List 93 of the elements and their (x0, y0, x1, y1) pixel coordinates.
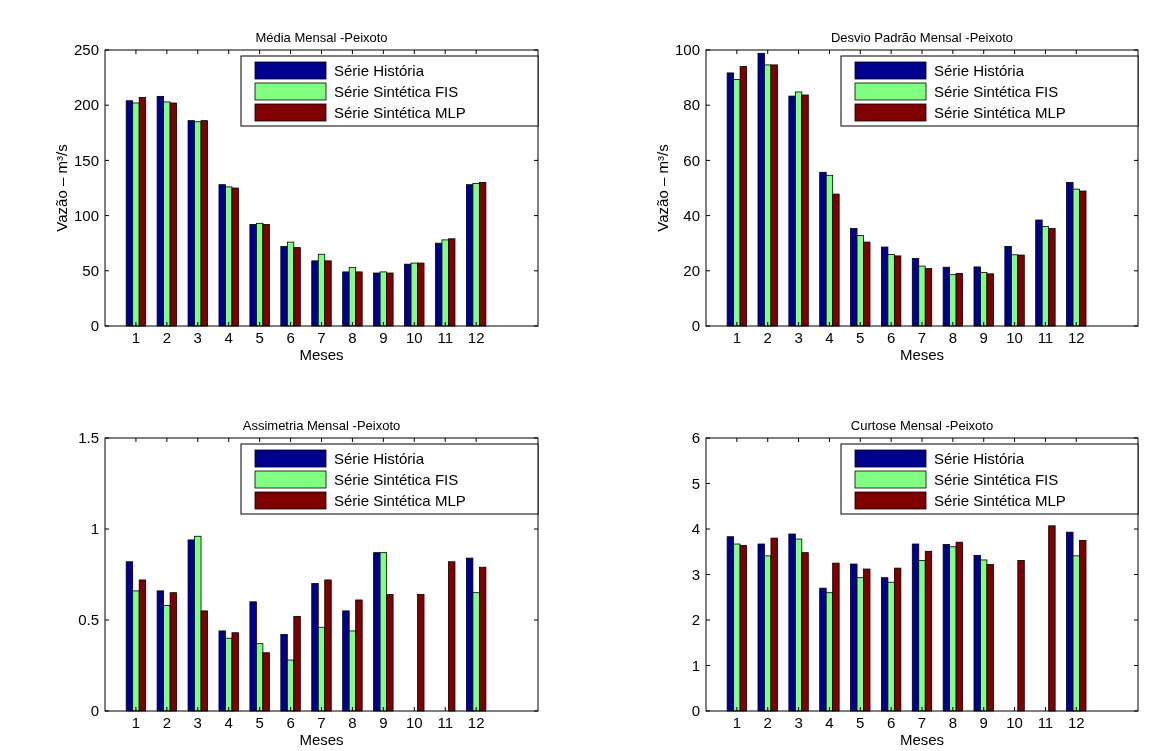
x-tick-label: 4 (224, 329, 233, 346)
x-tick-label: 11 (1037, 714, 1054, 731)
x-tick-label: 3 (193, 714, 202, 731)
x-tick-label: 4 (224, 714, 233, 731)
y-tick-label: 1 (90, 520, 99, 538)
x-tick-label: 10 (405, 329, 423, 346)
y-tick-label: 100 (73, 206, 99, 224)
x-tick-label: 6 (886, 329, 896, 346)
x-tick-label: 11 (1037, 329, 1054, 346)
x-axis-title: Meses (299, 346, 344, 363)
x-tick-label: 5 (856, 714, 865, 731)
legend-label: Série Sintética MLP (334, 492, 466, 510)
x-tick-label: 12 (467, 714, 485, 731)
x-tick-label: 7 (917, 714, 927, 731)
y-tick-label: 50 (82, 262, 99, 280)
x-tick-label: 9 (979, 714, 988, 731)
legend-label: Série Sintética MLP (334, 104, 466, 122)
x-tick-label: 12 (1067, 329, 1085, 346)
x-tick-label: 5 (255, 714, 264, 731)
x-tick-label: 5 (856, 329, 865, 346)
y-tick-label: 5 (691, 474, 700, 492)
chart-title: Desvio Padrão Mensal -Peixoto (830, 30, 1014, 45)
x-tick-label: 5 (255, 329, 264, 346)
x-tick-label: 7 (317, 329, 326, 346)
chart-title: Curtose Mensal -Peixoto (850, 418, 994, 433)
x-tick-label: 10 (405, 714, 423, 731)
y-tick-label: 0.5 (78, 611, 99, 629)
x-tick-label: 2 (763, 714, 772, 731)
x-tick-label: 1 (131, 329, 141, 346)
x-tick-label: 6 (286, 329, 295, 346)
y-tick-label: 150 (73, 151, 99, 169)
y-tick-label: 3 (691, 565, 700, 583)
y-tick-label: 4 (691, 520, 700, 538)
legend-label: Série Sintética FIS (934, 471, 1059, 489)
y-tick-label: 1 (691, 656, 700, 674)
x-tick-label: 9 (979, 329, 988, 346)
x-tick-label: 8 (348, 329, 357, 346)
legend-label: Série Sintética FIS (334, 83, 459, 101)
y-tick-label: 0 (691, 317, 700, 335)
x-tick-label: 1 (732, 714, 742, 731)
y-tick-label: 1.5 (78, 429, 99, 447)
x-tick-label: 8 (348, 714, 357, 731)
x-tick-label: 1 (131, 714, 141, 731)
y-tick-label: 0 (90, 317, 99, 335)
y-tick-label: 60 (683, 151, 700, 169)
x-tick-label: 2 (763, 329, 772, 346)
x-axis-title: Meses (899, 346, 945, 363)
x-tick-label: 11 (437, 714, 453, 731)
y-axis-title: Vazão – m³/s (654, 144, 671, 232)
y-tick-label: 100 (674, 41, 700, 59)
legend-label: Série História (934, 450, 1025, 468)
chart-title: Média Mensal -Peixoto (255, 30, 388, 45)
x-tick-label: 6 (286, 714, 295, 731)
x-tick-label: 7 (917, 329, 927, 346)
x-tick-label: 3 (794, 329, 803, 346)
x-tick-label: 7 (317, 714, 326, 731)
x-tick-label: 9 (379, 329, 388, 346)
legend-label: Série História (934, 62, 1025, 80)
x-tick-label: 10 (1006, 714, 1023, 731)
x-tick-label: 12 (1067, 714, 1085, 731)
x-tick-label: 9 (379, 714, 388, 731)
x-tick-label: 12 (467, 329, 485, 346)
x-tick-label: 11 (437, 329, 453, 346)
x-tick-label: 1 (732, 329, 742, 346)
legend-label: Série Sintética FIS (334, 471, 459, 489)
x-tick-label: 10 (1006, 329, 1023, 346)
y-tick-label: 6 (691, 429, 700, 447)
x-axis-title: Meses (899, 731, 945, 748)
x-tick-label: 2 (162, 329, 172, 346)
y-tick-label: 0 (691, 702, 700, 720)
legend-label: Série História (334, 450, 425, 468)
legend-label: Série Sintética MLP (934, 104, 1066, 122)
x-tick-label: 3 (794, 714, 803, 731)
y-tick-label: 200 (73, 96, 99, 114)
legend-label: Série História (334, 62, 425, 80)
y-tick-label: 40 (683, 206, 700, 224)
x-axis-title: Meses (299, 731, 344, 748)
y-tick-label: 20 (683, 262, 700, 280)
x-tick-label: 3 (193, 329, 202, 346)
y-tick-label: 2 (691, 611, 700, 629)
y-tick-label: 0 (90, 702, 99, 720)
legend-label: Série Sintética MLP (934, 492, 1066, 510)
x-tick-label: 4 (825, 329, 834, 346)
y-axis-title: Vazão – m³/s (53, 144, 70, 232)
chart-title: Assimetria Mensal -Peixoto (242, 418, 401, 433)
y-tick-label: 250 (73, 41, 99, 59)
x-tick-label: 4 (825, 714, 834, 731)
x-tick-label: 8 (948, 329, 958, 346)
legend-label: Série Sintética FIS (934, 83, 1059, 101)
y-tick-label: 80 (683, 96, 700, 114)
x-tick-label: 2 (162, 714, 172, 731)
x-tick-label: 6 (886, 714, 896, 731)
x-tick-label: 8 (948, 714, 958, 731)
